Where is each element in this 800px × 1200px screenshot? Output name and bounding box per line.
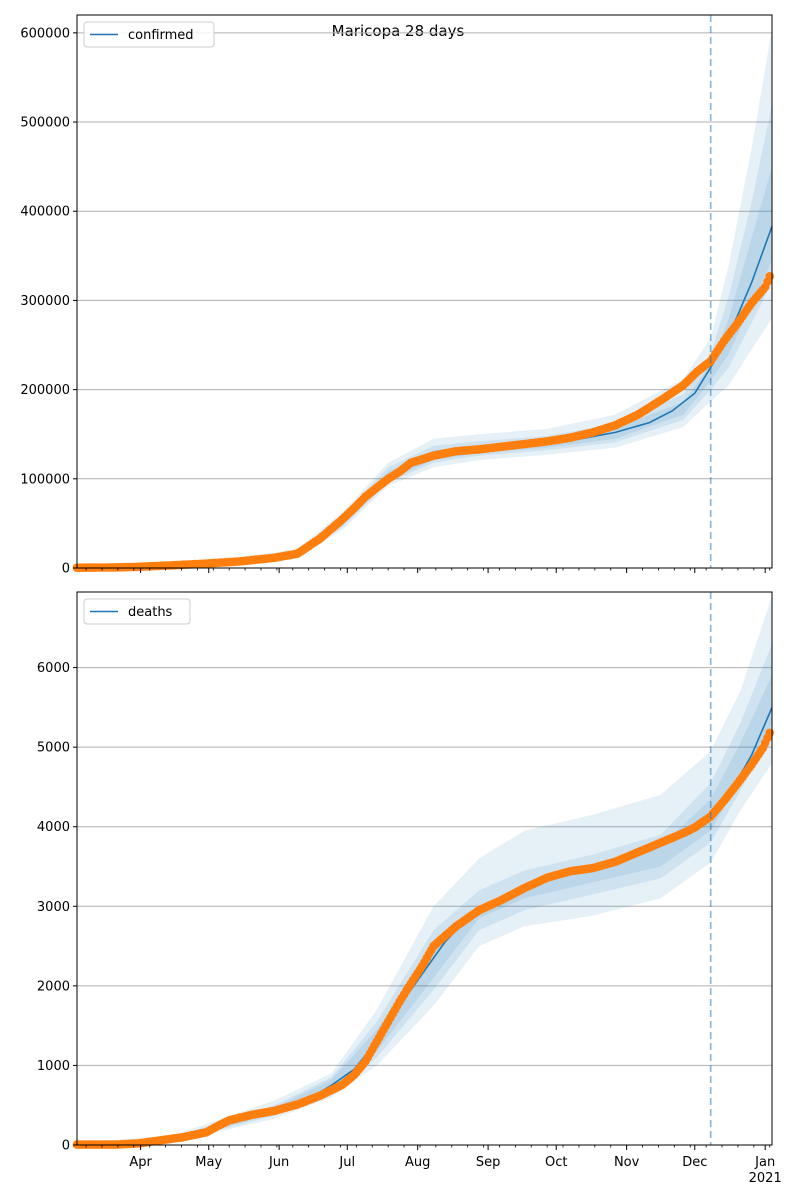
legend-label: confirmed bbox=[128, 28, 194, 43]
x-tick-label: Sep bbox=[476, 1155, 501, 1170]
legend-box bbox=[83, 598, 191, 625]
x-tick-label: Dec bbox=[682, 1155, 707, 1170]
confirmed-legend: confirmed bbox=[83, 21, 215, 48]
plot-frame bbox=[76, 14, 773, 569]
x-tick-label: Jun bbox=[268, 1155, 289, 1170]
confirmed-panel: 0 100000 200000 300000 400000 500000 600000 con… bbox=[20, 14, 774, 577]
y-tick-label: 400000 bbox=[20, 205, 70, 220]
plot-frame bbox=[76, 591, 773, 1146]
figure-title: Maricopa 28 days bbox=[332, 22, 465, 40]
deaths-panel: 0 1000 2000 3000 4000 5000 6000 Apr May Jun Jul Aug… bbox=[37, 591, 782, 1186]
confidence-band-3 bbox=[77, 166, 772, 568]
x-tick-label: Oct bbox=[545, 1155, 567, 1170]
x-tick-label: Apr bbox=[129, 1155, 152, 1170]
x-tick-label: Aug bbox=[405, 1155, 430, 1170]
x-tick-label: Nov bbox=[614, 1155, 640, 1170]
y-tick-label: 0 bbox=[62, 562, 70, 577]
y-tick-label: 0 bbox=[62, 1139, 70, 1154]
x-tick-label: May bbox=[195, 1155, 222, 1170]
confidence-band-2 bbox=[77, 104, 772, 568]
y-tick-label: 4000 bbox=[37, 820, 70, 835]
y-tick-label: 500000 bbox=[20, 116, 70, 131]
confidence-band-3 bbox=[77, 675, 772, 1145]
confidence-band-2 bbox=[77, 643, 772, 1145]
legend-label: deaths bbox=[128, 605, 173, 620]
y-tick-label: 3000 bbox=[37, 900, 70, 915]
confidence-band-1 bbox=[77, 28, 772, 568]
y-tick-label: 2000 bbox=[37, 979, 70, 994]
x-year-label: 2021 bbox=[749, 1171, 782, 1186]
legend-box bbox=[83, 21, 215, 48]
x-tick-label: Jan bbox=[754, 1155, 775, 1170]
observed-point bbox=[765, 272, 774, 281]
y-tick-label: 100000 bbox=[20, 472, 70, 487]
y-tick-label: 300000 bbox=[20, 294, 70, 309]
y-tick-label: 6000 bbox=[37, 661, 70, 676]
y-tick-label: 600000 bbox=[20, 26, 70, 41]
y-tick-label: 200000 bbox=[20, 383, 70, 398]
deaths-legend: deaths bbox=[83, 598, 191, 625]
y-tick-label: 1000 bbox=[37, 1059, 70, 1074]
x-tick-label: Jul bbox=[338, 1155, 355, 1170]
observed-point bbox=[765, 728, 774, 738]
y-tick-label: 5000 bbox=[37, 741, 70, 756]
confidence-band-1 bbox=[77, 596, 772, 1145]
